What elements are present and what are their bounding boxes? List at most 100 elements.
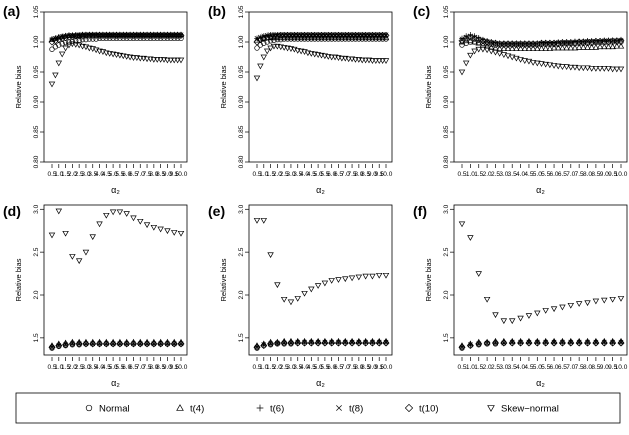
data-point — [567, 64, 575, 71]
y-tick-label: 3.0 — [443, 204, 450, 213]
legend-item: t(4) — [176, 404, 204, 415]
series — [253, 31, 390, 46]
data-point — [267, 45, 274, 52]
data-point — [307, 339, 315, 347]
data-point — [365, 31, 373, 39]
data-point — [613, 66, 621, 73]
data-point — [592, 298, 600, 305]
data-point — [342, 55, 349, 62]
data-point — [96, 340, 104, 348]
data-point — [304, 50, 312, 57]
data-point — [129, 31, 137, 39]
data-point — [596, 43, 604, 50]
data-point — [321, 31, 329, 39]
data-point — [82, 340, 90, 348]
plot-frame — [43, 204, 188, 356]
data-point — [600, 339, 608, 347]
y-tick-label: 2.0 — [33, 290, 40, 299]
data-point — [304, 31, 312, 39]
data-point — [467, 37, 474, 44]
x-tick-label: 4.0 — [300, 364, 309, 371]
data-point — [86, 45, 93, 52]
data-point — [62, 230, 69, 237]
data-point — [136, 340, 144, 348]
y-tick-label: 2.5 — [33, 247, 40, 256]
data-point — [601, 297, 608, 304]
x-tick-label: 6.0 — [550, 171, 559, 178]
x-tick-label: 6.0 — [122, 171, 131, 178]
series — [253, 43, 390, 82]
x-tick-label: 7.5 — [143, 171, 152, 178]
data-point — [308, 286, 315, 293]
data-point — [55, 342, 63, 350]
data-point — [534, 339, 540, 345]
data-point — [471, 33, 478, 39]
data-point — [314, 31, 322, 39]
data-point — [58, 34, 66, 42]
data-point — [68, 340, 76, 348]
x-tick-label: 8.0 — [583, 364, 592, 371]
data-point — [295, 339, 301, 345]
data-point — [588, 66, 595, 72]
data-point — [525, 339, 533, 347]
data-point — [563, 44, 570, 51]
data-point — [68, 33, 76, 41]
data-point — [491, 39, 499, 47]
data-point — [274, 282, 281, 289]
y-tick-label: 2.5 — [238, 247, 245, 256]
data-point — [462, 60, 470, 67]
x-tick-label: 1.5 — [474, 364, 483, 371]
x-tick-label: 5.5 — [115, 364, 124, 371]
data-point — [463, 34, 469, 40]
data-point — [362, 339, 370, 347]
x-tick-label: 10.0 — [615, 171, 628, 178]
data-point — [572, 39, 578, 45]
data-point — [575, 44, 583, 50]
legend-label: t(10) — [419, 404, 439, 415]
data-point — [311, 51, 318, 58]
data-point — [546, 62, 554, 69]
x-tick-label: 4.0 — [95, 171, 104, 178]
data-point — [113, 31, 120, 39]
panel-b: (b)0.800.850.900.951.001.050.5 1.5 2.5 3.5 4… — [208, 3, 393, 195]
data-point — [483, 42, 491, 49]
y-tick-label: 0.85 — [238, 125, 245, 138]
data-point — [164, 228, 171, 235]
data-point — [492, 312, 499, 319]
x-tick-label: 4.0 — [516, 364, 525, 371]
data-point — [153, 31, 161, 39]
x-tick-label: 6.0 — [122, 364, 131, 371]
legend-item: t(8) — [336, 404, 363, 415]
data-point — [160, 31, 168, 39]
data-point — [352, 57, 359, 63]
data-point — [517, 57, 524, 63]
data-point — [170, 230, 178, 236]
series — [253, 218, 390, 306]
y-tick-label: 1.05 — [33, 5, 40, 18]
data-point — [576, 339, 582, 345]
x-tick-label: 3.5 — [88, 364, 97, 371]
legend-label: t(4) — [190, 404, 204, 415]
panel-label: (b) — [208, 3, 226, 19]
data-point — [89, 340, 97, 348]
panel-label: (c) — [413, 3, 430, 19]
x-tick-label: 8.5 — [156, 171, 165, 178]
data-point — [533, 339, 541, 347]
data-point — [328, 339, 336, 347]
data-point — [617, 42, 625, 49]
x-tick-label: 4.5 — [307, 364, 316, 371]
data-point — [517, 315, 524, 322]
x-tick-label: 8.0 — [354, 364, 363, 371]
y-tick-label: 2.0 — [443, 290, 450, 299]
y-tick-label: 0.80 — [443, 155, 450, 168]
x-tick-label: 6.5 — [558, 364, 567, 371]
x-tick-label: 10.0 — [175, 171, 188, 178]
x-tick-label: 4.5 — [524, 171, 533, 178]
data-point — [267, 252, 274, 259]
series — [48, 208, 185, 265]
x-tick-label: 9.0 — [368, 171, 377, 178]
data-point — [140, 31, 148, 39]
data-point — [287, 299, 295, 306]
data-point — [496, 45, 503, 51]
